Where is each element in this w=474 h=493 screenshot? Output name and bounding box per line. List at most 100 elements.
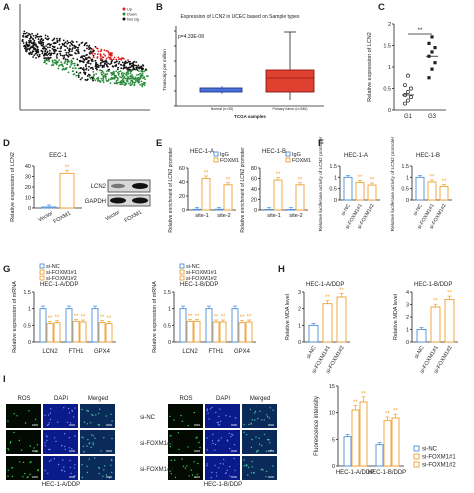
panel-h-bar-bar [444,299,455,343]
volcano-point [84,78,87,81]
panel-i-cell-dot [48,460,51,462]
volcano-point [73,73,76,75]
panel-i-cell-dot [250,422,252,424]
panel-i-cell-dot [83,451,85,453]
volcano-point [65,53,68,56]
panel-i-bar-bar [359,401,368,467]
panel-i-cell-dot [63,433,66,435]
volcano-point [39,42,42,45]
volcano-point [103,53,105,56]
panel-e-ylabel: Relative enrichment of LCN2 promoter [168,147,174,233]
panel-i-cell-dot [88,458,91,460]
panel-i-cell-dot [72,416,75,418]
volcano-point [77,49,80,51]
panel-i-cell-dot [234,417,237,419]
volcano-point [100,64,102,67]
panel-i-cell-dot [243,424,245,426]
panel-d-blot-label-lcn2: LCN2 [91,184,107,190]
volcano-point [75,71,78,74]
volcano-legend-dot [122,7,126,11]
volcano-point [52,52,55,55]
panel-i-cell-dot [49,418,52,421]
panel-i-cell-dot [30,461,32,463]
panel-i-cell-dot [62,459,64,461]
volcano-point [47,46,49,49]
volcano-point [142,81,145,84]
volcano-point [48,52,51,55]
volcano-point [42,48,45,50]
volcano-point [78,44,80,47]
volcano-point [135,79,137,82]
panel-i-cell-dot [56,421,59,423]
panel-c-point-g1 [403,83,407,88]
panel-e-igg-bar [214,208,224,211]
volcano-point [100,59,102,61]
volcano-point [58,43,61,46]
volcano-point [25,41,28,44]
volcano-point [66,40,69,42]
volcano-point [103,64,105,67]
panel-f-category-label: si-NC [412,203,424,217]
panel-i-cell-dot [13,431,15,434]
volcano-point [113,77,116,80]
panel-f-bar-bar [355,181,365,201]
volcano-point [107,62,109,65]
panel-e-title: HEC-1-B [262,149,286,155]
volcano-point [92,48,94,51]
panel-f-ylabel: Relative luciferase activity of LCN2 pro… [390,136,396,231]
volcano-point [50,43,52,46]
panel-i-legend-label: si-NC [422,447,438,453]
volcano-point [113,56,116,59]
panel-i-cell-dot [170,459,172,462]
panel-c-point-g1 [406,73,410,78]
panel-i-cell-dot [250,446,253,449]
volcano-point [92,76,94,79]
panel-g-legend-label: si-FOXM1#1 [186,270,217,276]
volcano-point [66,42,69,45]
volcano-point [101,79,104,82]
panel-d-blot-band [132,197,148,204]
volcano-point [34,37,37,39]
panel-i-cell-dot [86,423,89,425]
volcano-point [101,61,104,63]
volcano-point [94,59,97,62]
volcano-point [104,74,107,76]
volcano-point [32,35,35,37]
panel-i-cell-dot [102,475,104,478]
volcano-point [83,55,86,58]
volcano-point [57,65,60,67]
panel-g-bar-sig-star: ** [55,315,60,321]
panel-g-bar-sig-star: ** [240,315,245,321]
volcano-point [126,75,129,78]
panel-i-micrograph [80,430,115,454]
panel-g-ylabel: Relative expression of mRNA [152,281,158,353]
volcano-point [130,64,133,67]
volcano-point [51,39,54,42]
volcano-legend-dot [122,12,126,16]
panel-i-cell-dot [69,466,72,469]
volcano-point [46,50,49,53]
panel-f-bar-bar [415,176,425,201]
volcano-point [96,57,99,59]
volcano-point [122,78,124,81]
panel-g-bar-sig-star: ** [221,315,226,321]
panel-i-cell-dot [46,424,49,426]
panel-g-legend-swatch [39,263,45,269]
volcano-point [109,63,111,66]
panel-i-cell-dot [86,465,88,468]
volcano-point [71,54,73,56]
volcano-point [132,61,135,64]
panel-i-cell-dot [66,421,69,423]
panel-i-cell-dot [88,442,90,445]
panel-letter-d: D [3,138,10,149]
panel-i-cell-dot [181,458,183,460]
volcano-point [47,37,50,40]
volcano-point [63,42,66,45]
panel-i-cell-dot [50,459,52,461]
volcano-point [31,51,33,54]
volcano-point [79,71,82,74]
panel-i-cell-dot [13,413,15,415]
panel-i-cell-dot [229,447,231,450]
volcano-point [86,44,88,47]
